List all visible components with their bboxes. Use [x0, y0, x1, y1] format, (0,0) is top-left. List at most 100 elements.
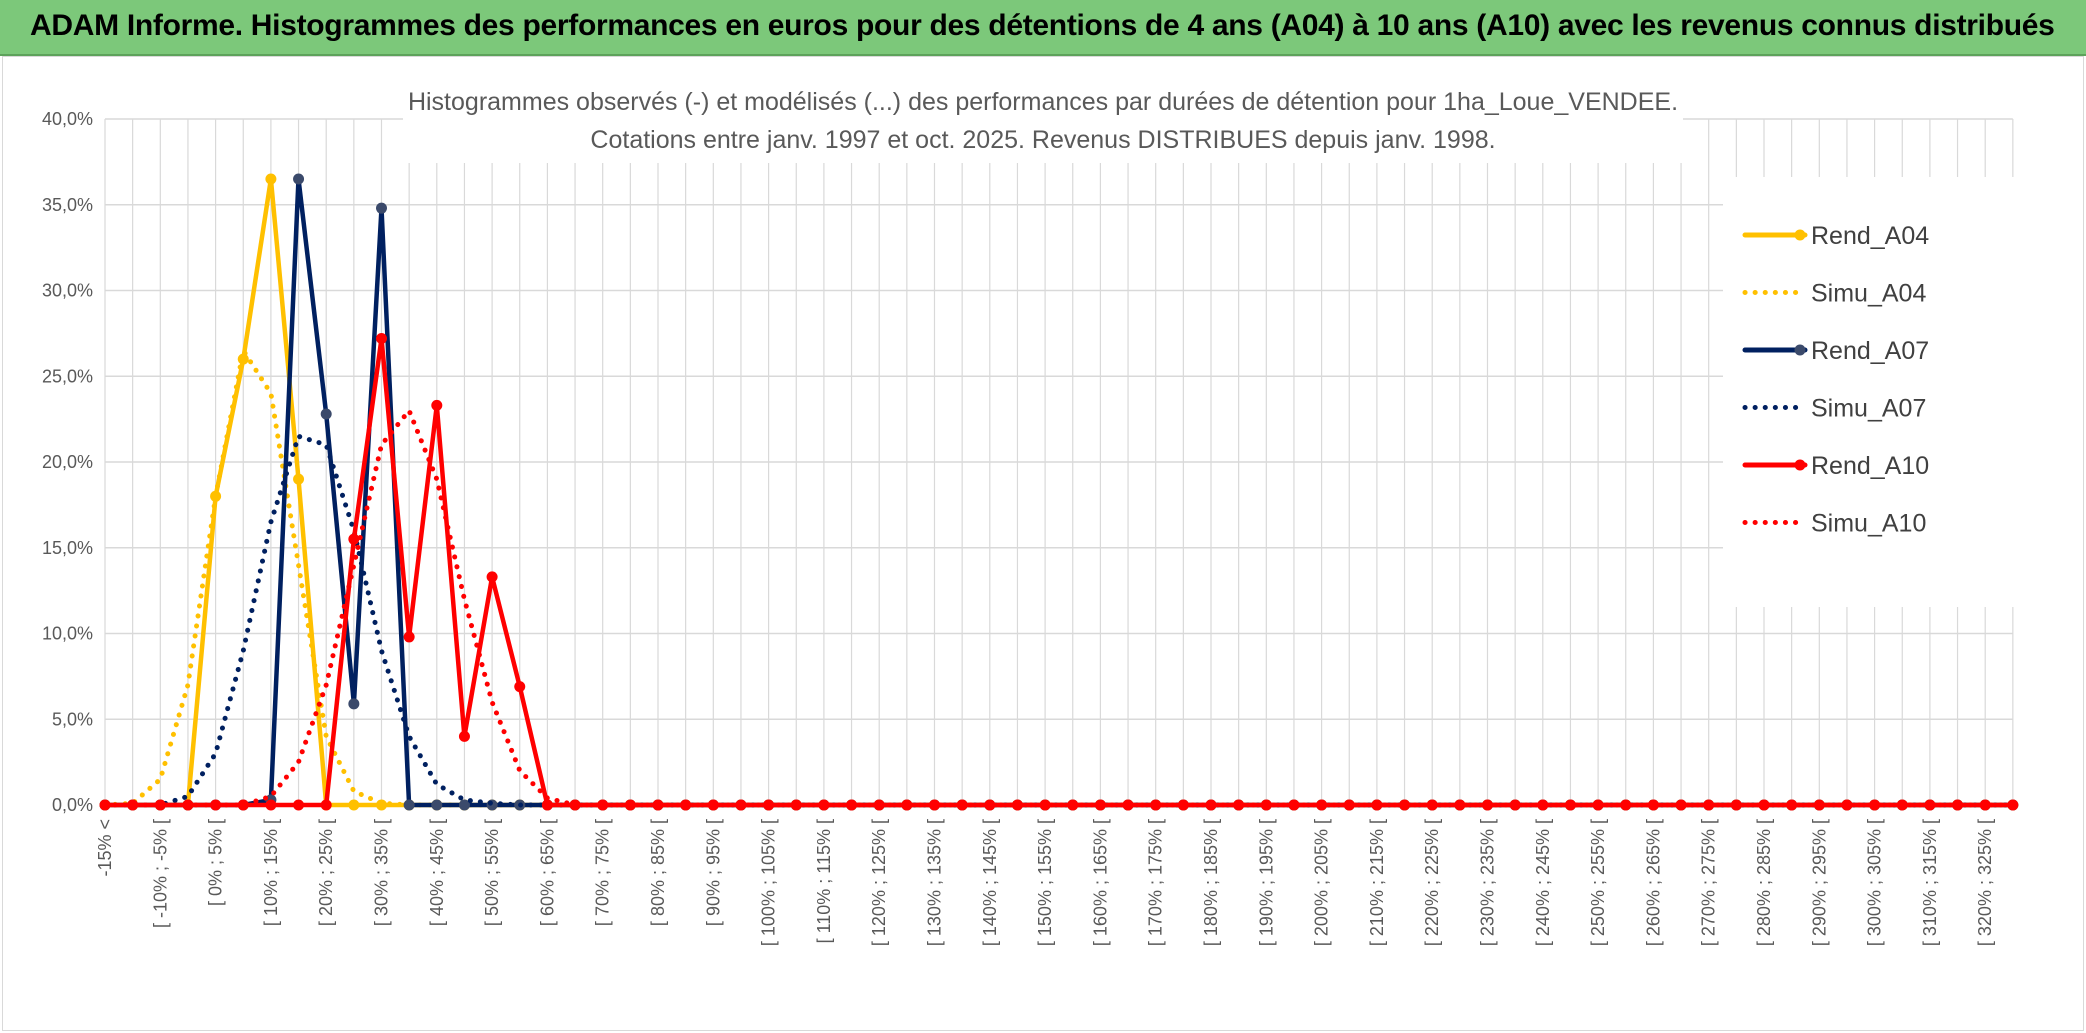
- x-tick-label: [ 100% ; 105% [: [759, 819, 779, 946]
- x-tick-label: [ 300% ; 305% [: [1865, 819, 1885, 946]
- x-tick-label: [ 120% ; 125% [: [869, 819, 889, 946]
- chart-area: 0,0% 5,0% 10,0% 15,0% 20,0% 25,0% 30,0% 35,0% 40…: [2, 56, 2084, 1031]
- y-axis-ticks: 0,0% 5,0% 10,0% 15,0% 20,0% 25,0% 30,0% 35,0% 40…: [42, 109, 93, 815]
- point-Rend_A10: [929, 799, 940, 811]
- x-tick-label: [ 240% ; 245% [: [1533, 819, 1553, 946]
- x-tick-label: [ 140% ; 145% [: [980, 819, 1000, 946]
- x-tick-label: [ 220% ; 225% [: [1422, 819, 1442, 946]
- x-tick-label: [ 250% ; 255% [: [1588, 819, 1608, 946]
- y-tick-label: 30,0%: [42, 281, 93, 301]
- chart-title-line2: Cotations entre janv. 1997 et oct. 2025.…: [590, 126, 1495, 154]
- x-tick-label: [ 70% ; 75% [: [593, 819, 613, 926]
- x-tick-label: [ 320% ; 325% [: [1975, 819, 1995, 946]
- point-Rend_A10: [403, 631, 415, 643]
- chart-title-background: [403, 77, 1683, 163]
- point-Rend_A07: [293, 173, 305, 185]
- x-tick-label: [ 280% ; 285% [: [1754, 819, 1774, 946]
- x-tick-label: [ 200% ; 205% [: [1312, 819, 1332, 946]
- point-Rend_A07: [348, 698, 360, 710]
- legend: Rend_A04 Simu_A04 Rend_A07 Simu_A07 Rend_A10…: [1742, 222, 1929, 538]
- y-tick-label: 35,0%: [42, 195, 93, 215]
- point-Rend_A10: [1011, 799, 1023, 811]
- point-Rend_A10: [1039, 799, 1051, 811]
- x-tick-label: [ 230% ; 235% [: [1478, 819, 1498, 946]
- point-Rend_A10: [1343, 799, 1355, 811]
- y-tick-label: 5,0%: [52, 709, 93, 729]
- x-tick-label: [ 160% ; 165% [: [1090, 819, 1110, 946]
- x-tick-label: -15% <: [95, 819, 115, 877]
- point-Rend_A10: [127, 799, 139, 811]
- legend-label: Rend_A04: [1811, 222, 1929, 250]
- point-Rend_A10: [514, 681, 526, 693]
- point-Rend_A10: [1647, 799, 1659, 811]
- x-axis-ticks: -15% < [ -10% ; -5% [ [ 0% ; 5% [ [ 10% ; 1…: [95, 819, 1995, 946]
- point-Rend_A10: [790, 799, 802, 811]
- point-Rend_A04: [348, 799, 360, 811]
- point-Rend_A10: [818, 799, 830, 811]
- point-Rend_A10: [1260, 799, 1272, 811]
- x-tick-label: [ 30% ; 35% [: [372, 819, 392, 926]
- x-tick-label: [ 130% ; 135% [: [925, 819, 945, 946]
- x-tick-label: [ 180% ; 185% [: [1201, 819, 1221, 946]
- point-Rend_A10: [376, 333, 387, 345]
- y-tick-label: 20,0%: [42, 452, 93, 472]
- legend-label: Simu_A10: [1811, 510, 1926, 538]
- point-Rend_A10: [1537, 799, 1549, 811]
- x-tick-label: [ 270% ; 275% [: [1699, 819, 1719, 946]
- point-Rend_A10: [1952, 799, 1964, 811]
- y-tick-label: 10,0%: [42, 624, 93, 644]
- x-tick-label: [ 150% ; 155% [: [1035, 819, 1055, 946]
- point-Rend_A10: [1426, 799, 1438, 811]
- point-Rend_A10: [486, 571, 498, 583]
- point-Rend_A10: [707, 799, 719, 811]
- point-Rend_A10: [293, 799, 305, 811]
- point-Rend_A10: [541, 799, 553, 811]
- x-tick-label: [ 110% ; 115% [: [814, 819, 834, 943]
- x-tick-label: [ 90% ; 95% [: [703, 819, 723, 926]
- series-Simu_A10: [102, 408, 2016, 808]
- legend-label: Simu_A07: [1811, 395, 1926, 423]
- x-tick-label: [ 170% ; 175% [: [1146, 819, 1166, 946]
- point-Rend_A10: [431, 399, 443, 411]
- report-banner: ADAM Informe. Histogrammes des performan…: [0, 0, 2086, 56]
- x-tick-label: [ 20% ; 25% [: [316, 819, 336, 926]
- x-tick-label: [ 10% ; 15% [: [261, 819, 281, 926]
- point-Rend_A10: [320, 799, 332, 811]
- point-Rend_A10: [1233, 799, 1245, 811]
- point-Rend_A10: [1564, 799, 1576, 811]
- x-tick-label: [ -10% ; -5% [: [150, 819, 170, 928]
- point-Rend_A10: [1979, 799, 1991, 811]
- x-tick-label: [ 60% ; 65% [: [537, 819, 557, 926]
- y-tick-label: 0,0%: [52, 795, 93, 815]
- x-tick-label: [ 190% ; 195% [: [1256, 819, 1276, 946]
- point-Rend_A04: [265, 173, 277, 185]
- x-tick-label: [ 80% ; 85% [: [648, 819, 668, 926]
- point-Rend_A10: [901, 799, 913, 811]
- legend-label: Rend_A07: [1811, 337, 1929, 365]
- point-Rend_A10: [1454, 799, 1466, 811]
- legend-label: Simu_A04: [1811, 280, 1926, 308]
- x-tick-label: [ 40% ; 45% [: [427, 819, 447, 926]
- x-tick-label: [ 0% ; 5% [: [206, 819, 226, 906]
- point-Rend_A10: [1786, 799, 1798, 811]
- point-Rend_A10: [597, 799, 609, 811]
- legend-marker: [1794, 459, 1806, 471]
- y-tick-label: 25,0%: [42, 366, 93, 386]
- point-Rend_A10: [735, 799, 747, 811]
- legend-background: [1723, 177, 2023, 607]
- legend-marker: [1794, 344, 1806, 356]
- point-Rend_A07: [320, 408, 332, 420]
- point-Rend_A07: [403, 799, 415, 811]
- report-title: ADAM Informe. Histogrammes des performan…: [30, 9, 2055, 42]
- x-tick-label: [ 290% ; 295% [: [1809, 819, 1829, 946]
- point-Rend_A10: [265, 799, 277, 811]
- point-Rend_A10: [348, 533, 360, 545]
- x-tick-label: [ 260% ; 265% [: [1643, 819, 1663, 946]
- histogram-chart: 0,0% 5,0% 10,0% 15,0% 20,0% 25,0% 30,0% 35,0% 40…: [42, 77, 2023, 946]
- chart-title-line1: Histogrammes observés (-) et modélisés (…: [408, 88, 1678, 116]
- x-tick-label: [ 310% ; 315% [: [1920, 819, 1940, 946]
- point-Rend_A10: [1675, 799, 1687, 811]
- point-Rend_A10: [458, 730, 470, 742]
- legend-marker: [1794, 229, 1806, 241]
- point-Rend_A10: [624, 799, 636, 811]
